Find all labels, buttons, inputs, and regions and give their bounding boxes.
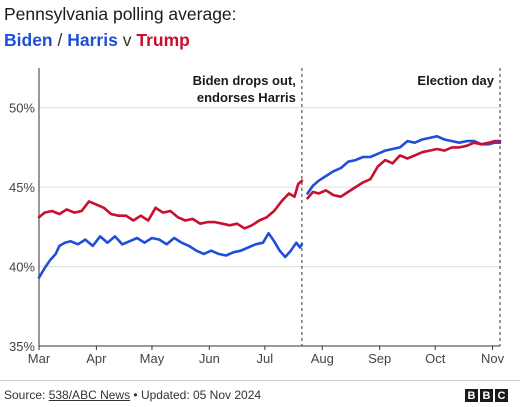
source-prefix: Source: (4, 388, 49, 402)
legend-versus: v (122, 30, 132, 50)
bbc-logo-letter: B (480, 389, 493, 402)
updated-text: • Updated: 05 Nov 2024 (130, 388, 262, 402)
series-line-trump (306, 139, 502, 200)
x-tick-label: Jun (199, 351, 220, 366)
legend-biden: Biden (4, 30, 53, 50)
x-tick-label: Jul (257, 351, 274, 366)
bbc-logo-letter: C (495, 389, 508, 402)
series-line-biden (37, 231, 304, 279)
annotation-label: Biden drops out, (193, 73, 296, 88)
x-tick-label: Oct (425, 351, 446, 366)
series-line-trump (37, 179, 304, 230)
chart-subtitle: Biden / Harris v Trump (4, 30, 190, 51)
x-tick-label: Nov (481, 351, 505, 366)
x-tick-label: Aug (311, 351, 334, 366)
legend-slash: / (57, 30, 63, 50)
annotation-label: Election day (417, 73, 494, 88)
legend-harris: Harris (67, 30, 118, 50)
y-tick-label: 40% (9, 260, 35, 275)
chart-title: Pennsylvania polling average: (4, 4, 237, 24)
legend-trump: Trump (136, 30, 190, 50)
annotation-label: endorses Harris (197, 90, 296, 105)
source-link[interactable]: 538/ABC News (48, 388, 131, 402)
series-line-harris (306, 135, 502, 195)
source-note: Source: 538/ABC News • Updated: 05 Nov 2… (4, 388, 261, 402)
y-tick-label: 50% (9, 101, 35, 116)
polling-line-chart: 50% 45% 40% 35%Mar Apr May Jun Jul Aug Sep Oct Nov B… (9, 68, 505, 366)
footer-divider (0, 380, 520, 381)
x-tick-label: Sep (368, 351, 391, 366)
y-tick-label: 45% (9, 180, 35, 195)
bbc-logo: B B C (465, 389, 508, 402)
y-tick-label: 35% (9, 339, 35, 354)
bbc-logo-letter: B (465, 389, 478, 402)
x-tick-label: May (140, 351, 165, 366)
x-tick-label: Apr (86, 351, 107, 366)
x-tick-label: Mar (28, 351, 51, 366)
